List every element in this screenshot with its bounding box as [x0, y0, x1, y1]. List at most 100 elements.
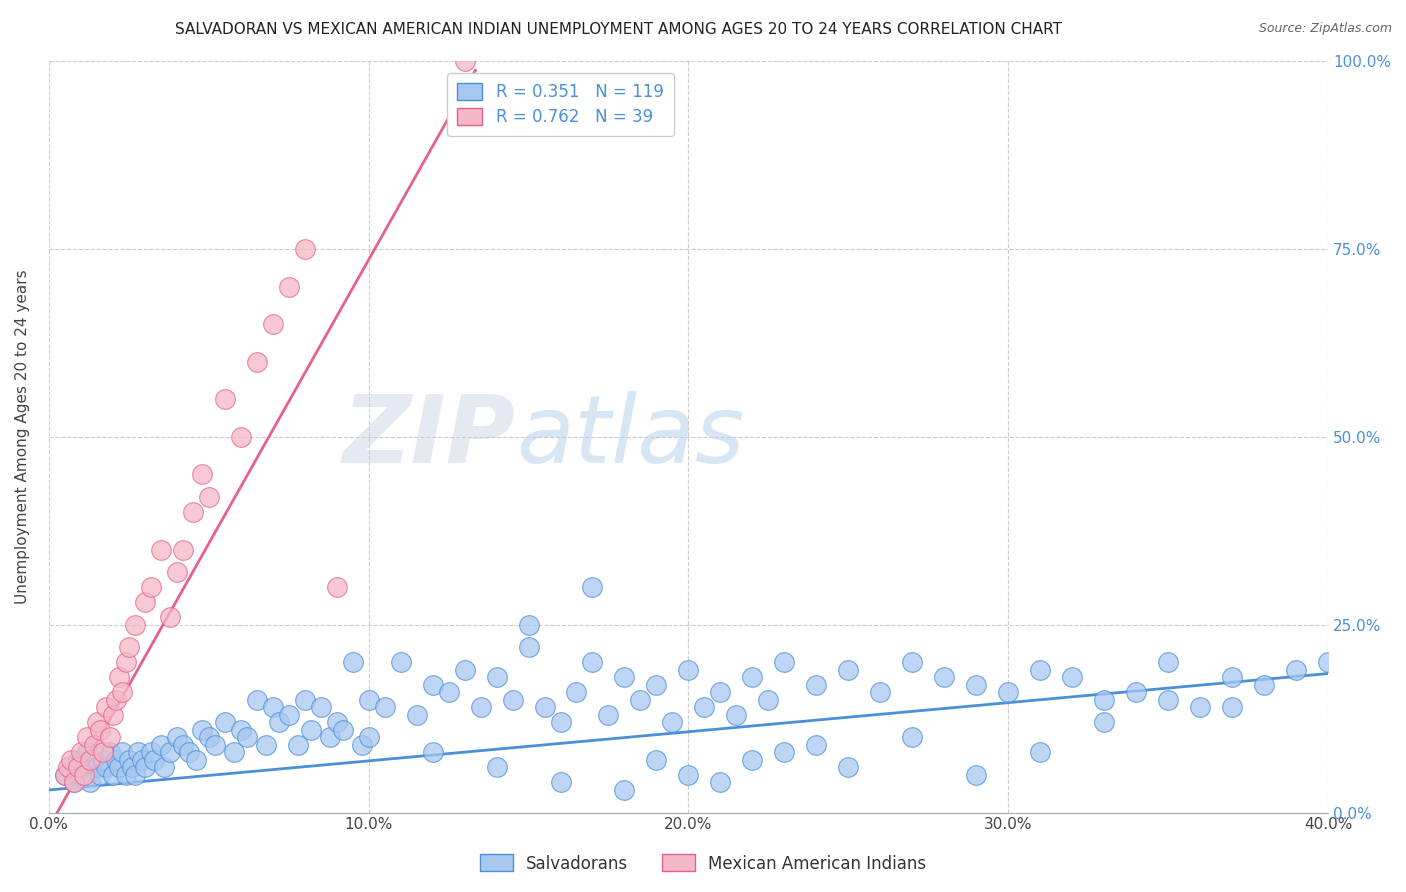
Point: [309, 700, 332, 714]
Point: [678, 663, 700, 677]
Point: [581, 580, 603, 594]
Point: [294, 693, 316, 707]
Point: [319, 731, 342, 745]
Point: [277, 279, 299, 293]
Point: [86, 715, 108, 730]
Point: [470, 700, 492, 714]
Point: [1092, 715, 1115, 730]
Point: [374, 700, 396, 714]
Point: [997, 685, 1019, 699]
Point: [98, 731, 121, 745]
Point: [1285, 663, 1308, 677]
Point: [1317, 655, 1340, 669]
Point: [159, 610, 181, 624]
Point: [693, 700, 716, 714]
Point: [159, 746, 181, 760]
Point: [565, 685, 588, 699]
Point: [229, 430, 252, 444]
Point: [709, 775, 731, 789]
Point: [86, 760, 108, 774]
Point: [1062, 670, 1084, 684]
Point: [806, 678, 828, 692]
Point: [299, 723, 322, 737]
Point: [139, 580, 162, 594]
Point: [1029, 663, 1052, 677]
Point: [101, 707, 124, 722]
Point: [214, 392, 236, 407]
Point: [69, 768, 91, 782]
Point: [453, 54, 475, 69]
Point: [91, 746, 114, 760]
Point: [139, 746, 162, 760]
Point: [236, 731, 259, 745]
Point: [166, 731, 188, 745]
Point: [118, 640, 141, 655]
Point: [550, 775, 572, 789]
Point: [114, 768, 136, 782]
Point: [191, 723, 214, 737]
Point: [965, 768, 987, 782]
Point: [143, 753, 166, 767]
Point: [352, 738, 374, 752]
Point: [287, 738, 309, 752]
Text: Source: ZipAtlas.com: Source: ZipAtlas.com: [1258, 22, 1392, 36]
Point: [172, 542, 194, 557]
Point: [277, 707, 299, 722]
Point: [101, 768, 124, 782]
Point: [134, 760, 156, 774]
Point: [422, 678, 444, 692]
Point: [773, 655, 796, 669]
Point: [502, 693, 524, 707]
Point: [661, 715, 683, 730]
Point: [134, 595, 156, 609]
Point: [1189, 700, 1212, 714]
Point: [405, 707, 427, 722]
Point: [453, 663, 475, 677]
Point: [332, 723, 354, 737]
Point: [1092, 693, 1115, 707]
Point: [79, 753, 101, 767]
Point: [153, 760, 176, 774]
Point: [901, 731, 924, 745]
Point: [550, 715, 572, 730]
Point: [325, 715, 347, 730]
Point: [294, 242, 316, 256]
Point: [725, 707, 748, 722]
Point: [837, 663, 859, 677]
Point: [645, 753, 668, 767]
Point: [83, 738, 105, 752]
Point: [1220, 700, 1243, 714]
Point: [517, 640, 540, 655]
Text: atlas: atlas: [516, 392, 744, 483]
Point: [262, 700, 284, 714]
Point: [741, 753, 763, 767]
Point: [1253, 678, 1275, 692]
Point: [63, 775, 86, 789]
Point: [118, 753, 141, 767]
Point: [127, 746, 149, 760]
Point: [111, 746, 134, 760]
Point: [1157, 655, 1180, 669]
Point: [63, 775, 86, 789]
Point: [1157, 693, 1180, 707]
Point: [111, 685, 134, 699]
Point: [76, 731, 98, 745]
Point: [66, 753, 89, 767]
Point: [645, 678, 668, 692]
Legend: R = 0.351   N = 119, R = 0.762   N = 39: R = 0.351 N = 119, R = 0.762 N = 39: [447, 73, 673, 136]
Legend: Salvadorans, Mexican American Indians: Salvadorans, Mexican American Indians: [472, 847, 934, 880]
Point: [69, 746, 91, 760]
Point: [342, 655, 364, 669]
Point: [267, 715, 290, 730]
Point: [172, 738, 194, 752]
Text: SALVADORAN VS MEXICAN AMERICAN INDIAN UNEMPLOYMENT AMONG AGES 20 TO 24 YEARS COR: SALVADORAN VS MEXICAN AMERICAN INDIAN UN…: [176, 22, 1062, 37]
Point: [357, 731, 380, 745]
Point: [73, 760, 96, 774]
Point: [1125, 685, 1147, 699]
Point: [485, 670, 508, 684]
Point: [598, 707, 620, 722]
Point: [197, 731, 219, 745]
Point: [104, 693, 127, 707]
Point: [709, 685, 731, 699]
Point: [837, 760, 859, 774]
